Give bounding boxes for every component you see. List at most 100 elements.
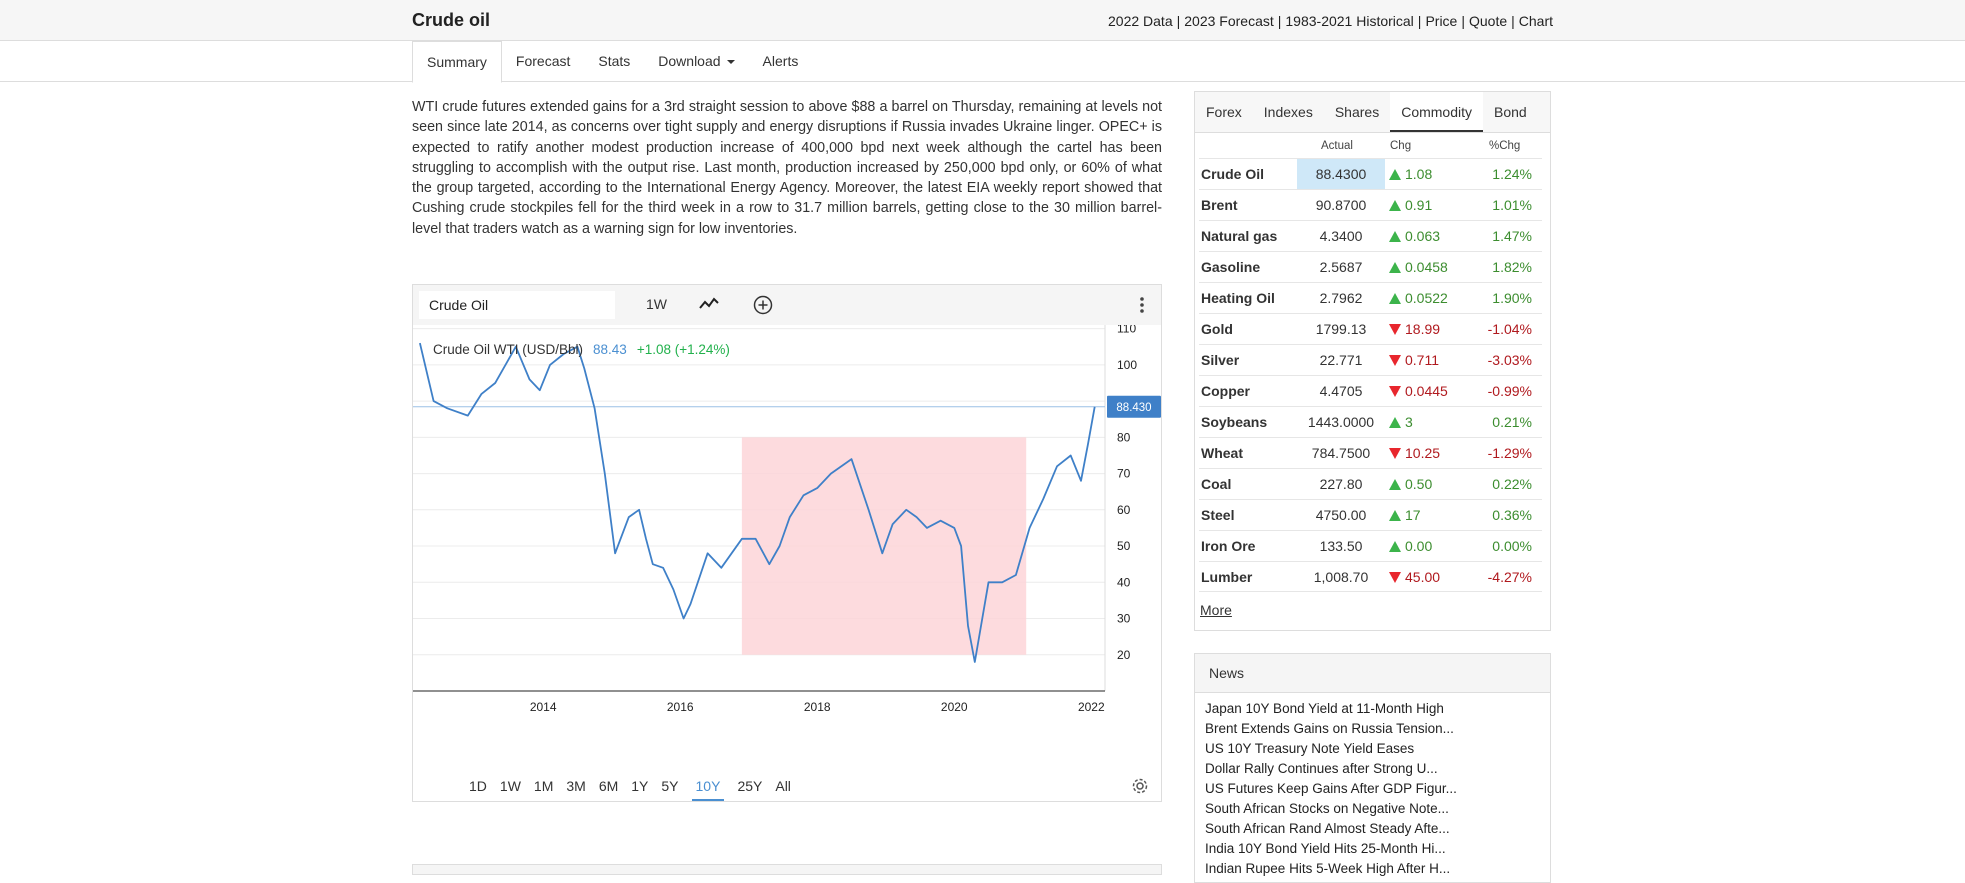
change-number: 0.00	[1405, 538, 1433, 554]
tab-commodity[interactable]: Commodity	[1390, 92, 1483, 132]
tab-indexes[interactable]: Indexes	[1263, 104, 1313, 120]
link-price[interactable]: Price	[1425, 13, 1458, 29]
legend-series-name: Crude Oil WTI (USD/Bbl)	[433, 342, 584, 357]
commodity-name[interactable]: Heating Oil	[1201, 290, 1275, 306]
news-item[interactable]: India 10Y Bond Yield Hits 25-Month Hi...	[1205, 841, 1446, 856]
tab-forecast[interactable]: Forecast	[502, 41, 584, 82]
tab-bond[interactable]: Bond	[1494, 104, 1527, 120]
commodity-name[interactable]: Soybeans	[1201, 414, 1268, 430]
news-item[interactable]: Dollar Rally Continues after Strong U...	[1205, 761, 1438, 776]
table-row[interactable]: Gold 1799.13 18.99 -1.04%	[1199, 313, 1542, 344]
change-number: 10.25	[1405, 445, 1441, 461]
add-indicator-icon[interactable]	[752, 294, 774, 319]
news-panel: News Japan 10Y Bond Yield at 11-Month Hi…	[1194, 653, 1551, 883]
header-links: 2022 Data | 2023 Forecast | 1983-2021 Hist…	[1108, 13, 1553, 29]
tab-download[interactable]: Download	[644, 41, 748, 82]
range-button-6m[interactable]: 6M	[598, 778, 619, 794]
change-value: 18.99	[1389, 321, 1440, 337]
interval-button[interactable]: 1W	[646, 296, 667, 312]
caret-down-icon	[726, 60, 735, 65]
link-separator: |	[1511, 13, 1515, 29]
table-row[interactable]: Crude Oil 88.4300 1.08 1.24%	[1199, 158, 1542, 189]
table-row[interactable]: Heating Oil 2.7962 0.0522 1.90%	[1199, 282, 1542, 313]
link-quote[interactable]: Quote	[1468, 13, 1508, 29]
commodity-name[interactable]: Brent	[1201, 197, 1238, 213]
commodity-name[interactable]: Gold	[1201, 321, 1233, 337]
series-line	[419, 342, 1096, 663]
news-item[interactable]: Indian Rupee Hits 5-Week High After H...	[1205, 861, 1451, 876]
table-row[interactable]: Silver 22.771 0.711 -3.03%	[1199, 344, 1542, 375]
range-button-1d[interactable]: 1D	[469, 778, 487, 794]
actual-value: 22.771	[1319, 352, 1363, 368]
commodity-name[interactable]: Iron Ore	[1201, 538, 1256, 554]
range-button-1m[interactable]: 1M	[533, 778, 554, 794]
pct-change-value: 1.90%	[1492, 290, 1532, 306]
change-value: 1.08	[1389, 166, 1432, 182]
commodity-name[interactable]: Natural gas	[1201, 228, 1278, 244]
range-button-5y[interactable]: 5Y	[661, 778, 679, 794]
change-value: 45.00	[1389, 569, 1440, 585]
col-chg: Chg	[1390, 140, 1412, 152]
chart-plot[interactable]: 20 30 40 50 60 70 80 100 110 2014 2016 2018 2020 2022…	[413, 325, 1161, 735]
news-item[interactable]: US 10Y Treasury Note Yield Eases	[1205, 741, 1415, 756]
settings-gear-icon[interactable]	[1131, 777, 1149, 798]
commodity-name[interactable]: Wheat	[1201, 445, 1243, 461]
actual-value: 784.7500	[1311, 445, 1371, 461]
range-button-25y[interactable]: 25Y	[737, 778, 763, 794]
link-historical[interactable]: 1983-2021 Historical	[1285, 13, 1414, 29]
link-separator: |	[1176, 13, 1181, 29]
triangle-up-icon	[1389, 417, 1401, 428]
table-row[interactable]: Gasoline 2.5687 0.0458 1.82%	[1199, 251, 1542, 282]
change-number: 1.08	[1405, 166, 1433, 182]
legend-change: +1.08 (+1.24%)	[636, 342, 730, 357]
range-button-10y[interactable]: 10Y	[691, 774, 725, 801]
x-tick-label: 2014	[530, 700, 557, 714]
change-value: 10.25	[1389, 445, 1440, 461]
table-row[interactable]: Iron Ore 133.50 0.00 0.00%	[1199, 530, 1542, 561]
pct-change-value: -1.04%	[1487, 321, 1532, 337]
more-options-icon[interactable]	[1139, 295, 1145, 318]
line-chart-icon[interactable]	[698, 294, 720, 317]
tab-summary[interactable]: Summary	[412, 41, 502, 83]
news-item[interactable]: Japan 10Y Bond Yield at 11-Month High	[1205, 701, 1444, 716]
pct-change-value: 1.01%	[1492, 197, 1532, 213]
y-tick-label: 40	[1117, 575, 1131, 589]
link-2022-data[interactable]: 2022 Data	[1108, 13, 1173, 29]
news-item[interactable]: US Futures Keep Gains After GDP Figur...	[1205, 781, 1457, 796]
tab-stats[interactable]: Stats	[584, 41, 644, 82]
commodity-name[interactable]: Silver	[1201, 352, 1240, 368]
commodity-name[interactable]: Lumber	[1201, 569, 1253, 585]
news-item[interactable]: Brent Extends Gains on Russia Tension...	[1205, 721, 1454, 736]
range-button-all[interactable]: All	[775, 778, 791, 794]
tab-shares[interactable]: Shares	[1334, 104, 1380, 120]
table-row[interactable]: Copper 4.4705 0.0445 -0.99%	[1199, 375, 1542, 406]
more-link[interactable]: More	[1200, 602, 1232, 618]
symbol-search-input[interactable]: Crude Oil	[419, 291, 615, 319]
news-item[interactable]: South African Rand Almost Steady Afte...	[1205, 821, 1450, 836]
commodity-name[interactable]: Coal	[1201, 476, 1232, 492]
change-number: 3	[1405, 414, 1413, 430]
commodity-name[interactable]: Copper	[1201, 383, 1250, 399]
actual-value: 4.3400	[1319, 228, 1363, 244]
table-row[interactable]: Soybeans 1443.0000 3 0.21%	[1199, 406, 1542, 437]
table-row[interactable]: Natural gas 4.3400 0.063 1.47%	[1199, 220, 1542, 251]
range-button-1w[interactable]: 1W	[499, 778, 521, 794]
table-row[interactable]: Coal 227.80 0.50 0.22%	[1199, 468, 1542, 499]
link-2023-forecast[interactable]: 2023 Forecast	[1184, 13, 1274, 29]
table-row[interactable]: Wheat 784.7500 10.25 -1.29%	[1199, 437, 1542, 468]
tab-forex[interactable]: Forex	[1206, 104, 1242, 120]
change-value: 3	[1389, 414, 1413, 430]
link-chart[interactable]: Chart	[1518, 13, 1553, 29]
table-row[interactable]: Steel 4750.00 17 0.36%	[1199, 499, 1542, 530]
commodity-name[interactable]: Gasoline	[1201, 259, 1261, 275]
commodity-name[interactable]: Crude Oil	[1201, 166, 1265, 182]
triangle-up-icon	[1389, 231, 1401, 242]
triangle-down-icon	[1389, 448, 1401, 459]
tab-alerts[interactable]: Alerts	[749, 41, 813, 82]
range-button-1y[interactable]: 1Y	[631, 778, 649, 794]
table-row[interactable]: Brent 90.8700 0.91 1.01%	[1199, 189, 1542, 220]
range-button-3m[interactable]: 3M	[566, 778, 586, 794]
table-row[interactable]: Lumber 1,008.70 45.00 -4.27%	[1199, 561, 1542, 592]
news-item[interactable]: South African Stocks on Negative Note...	[1205, 801, 1449, 816]
commodity-name[interactable]: Steel	[1201, 507, 1235, 523]
